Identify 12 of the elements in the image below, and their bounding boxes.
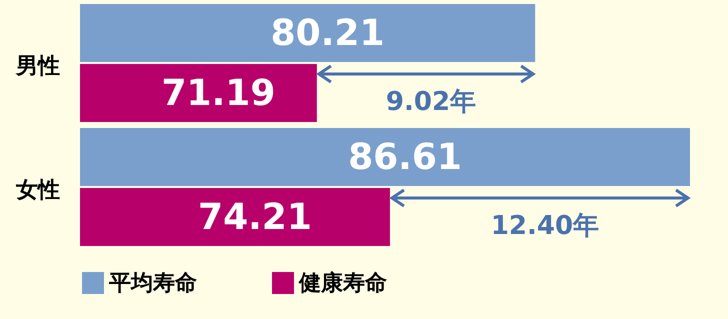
annotation: 9.02年 bbox=[386, 87, 476, 118]
legend-item: 平均寿命 bbox=[82, 271, 197, 296]
data-label: 71.19 bbox=[162, 72, 276, 114]
annotation: 12.40年 bbox=[490, 211, 600, 242]
legend-label: 平均寿命 bbox=[108, 271, 197, 296]
data-label: 74.21 bbox=[198, 196, 312, 238]
y-tick-label: 男性 bbox=[15, 54, 60, 80]
y-tick-label: 女性 bbox=[15, 178, 60, 204]
legend-label: 健康寿命 bbox=[298, 270, 387, 296]
data-label: 80.21 bbox=[270, 12, 385, 54]
data-label: 86.61 bbox=[348, 136, 462, 178]
legend-item: 健康寿命 bbox=[272, 271, 387, 296]
